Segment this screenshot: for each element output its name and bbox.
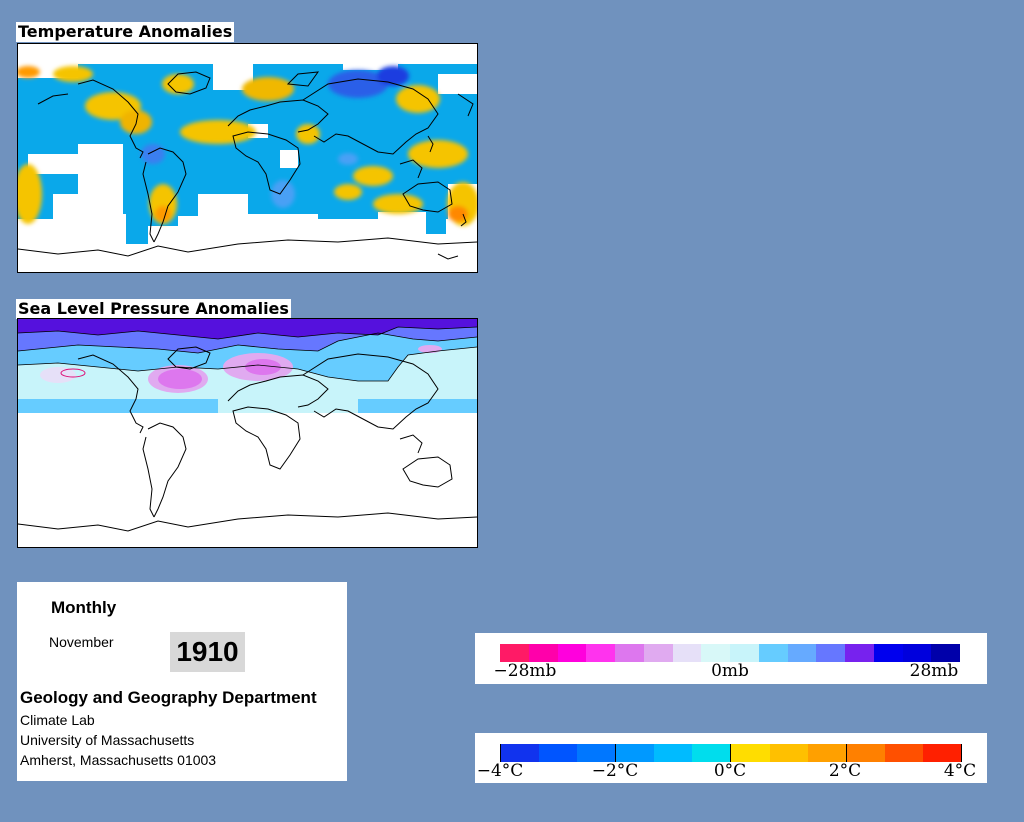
temperature-color-bar [500, 744, 962, 762]
pressure-legend-swatch [586, 644, 615, 662]
temperature-label-pos2: 2°C [828, 761, 862, 781]
pressure-map-graphic [18, 319, 477, 532]
temperature-legend-swatch [807, 744, 846, 762]
pressure-legend-swatch [672, 644, 702, 662]
pressure-legend-swatch [528, 644, 558, 662]
temperature-label-pos4: 4°C [943, 761, 977, 781]
temperature-map-title: Temperature Anomalies [16, 22, 235, 42]
temperature-legend-swatch [884, 744, 923, 762]
pressure-legend-swatch [615, 644, 644, 662]
time-mode-label: Monthly [51, 598, 117, 617]
temperature-legend-swatch [730, 744, 770, 762]
coastlines [18, 71, 477, 260]
temperature-legend-swatch [845, 744, 885, 762]
temperature-legend-swatch [501, 744, 540, 762]
temperature-label-zero: 0°C [713, 761, 747, 781]
temperature-legend-swatch [615, 744, 655, 762]
year-display: 1910 [170, 632, 245, 672]
pressure-label-min: −28mb [493, 661, 557, 681]
temperature-label-neg4: −4°C [476, 761, 524, 781]
isobars [18, 326, 477, 382]
pressure-legend-swatch [931, 644, 960, 662]
temperature-legend-swatch [692, 744, 731, 762]
lab-name: Climate Lab [20, 712, 95, 728]
pressure-map-title: Sea Level Pressure Anomalies [16, 299, 291, 319]
pressure-label-max: 28mb [909, 661, 959, 681]
university-name: University of Massachusetts [20, 732, 195, 748]
pressure-legend-swatch [730, 644, 759, 662]
pressure-color-bar [500, 644, 960, 662]
temperature-legend-swatch [769, 744, 808, 762]
pressure-coastlines [18, 346, 477, 532]
pressure-legend-swatch [500, 644, 529, 662]
temperature-field [18, 64, 477, 244]
pressure-legend-swatch [902, 644, 932, 662]
pressure-legend: −28mb 0mb 28mb [475, 633, 987, 684]
pressure-anomaly-map [17, 318, 478, 548]
pressure-label-zero: 0mb [711, 661, 749, 681]
info-panel: Monthly November 1910 Geology and Geogra… [17, 582, 347, 781]
department-name: Geology and Geography Department [20, 688, 317, 707]
month-label: November [49, 634, 114, 650]
address-line: Amherst, Massachusetts 01003 [20, 752, 217, 768]
pressure-legend-swatch [701, 644, 730, 662]
temperature-legend-swatch [654, 744, 693, 762]
temperature-label-neg2: −2°C [591, 761, 639, 781]
pressure-legend-swatch [873, 644, 903, 662]
temperature-legend-swatch [577, 744, 616, 762]
temperature-legend: −4°C −2°C 0°C 2°C 4°C [475, 733, 987, 783]
pressure-legend-swatch [557, 644, 587, 662]
temperature-legend-swatch [922, 744, 961, 762]
pressure-legend-swatch [845, 644, 874, 662]
pressure-legend-swatch [643, 644, 673, 662]
pressure-legend-swatch [816, 644, 845, 662]
pressure-legend-swatch [758, 644, 788, 662]
temperature-map-graphic [18, 64, 477, 260]
temperature-legend-swatch [539, 744, 578, 762]
temperature-anomaly-map [17, 43, 478, 273]
pressure-legend-swatch [787, 644, 817, 662]
